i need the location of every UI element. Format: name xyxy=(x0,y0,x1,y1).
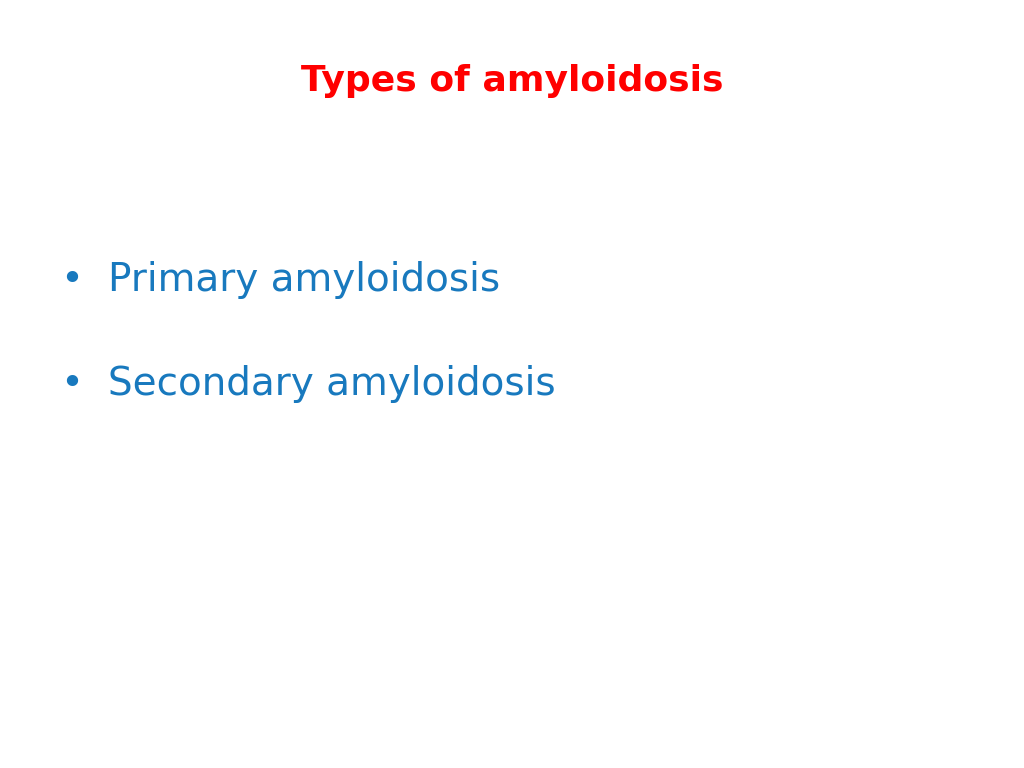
Text: •: • xyxy=(60,365,83,403)
Text: Primary amyloidosis: Primary amyloidosis xyxy=(108,261,500,300)
Text: •: • xyxy=(60,261,83,300)
Text: Types of amyloidosis: Types of amyloidosis xyxy=(301,64,723,98)
Text: Secondary amyloidosis: Secondary amyloidosis xyxy=(108,365,555,403)
